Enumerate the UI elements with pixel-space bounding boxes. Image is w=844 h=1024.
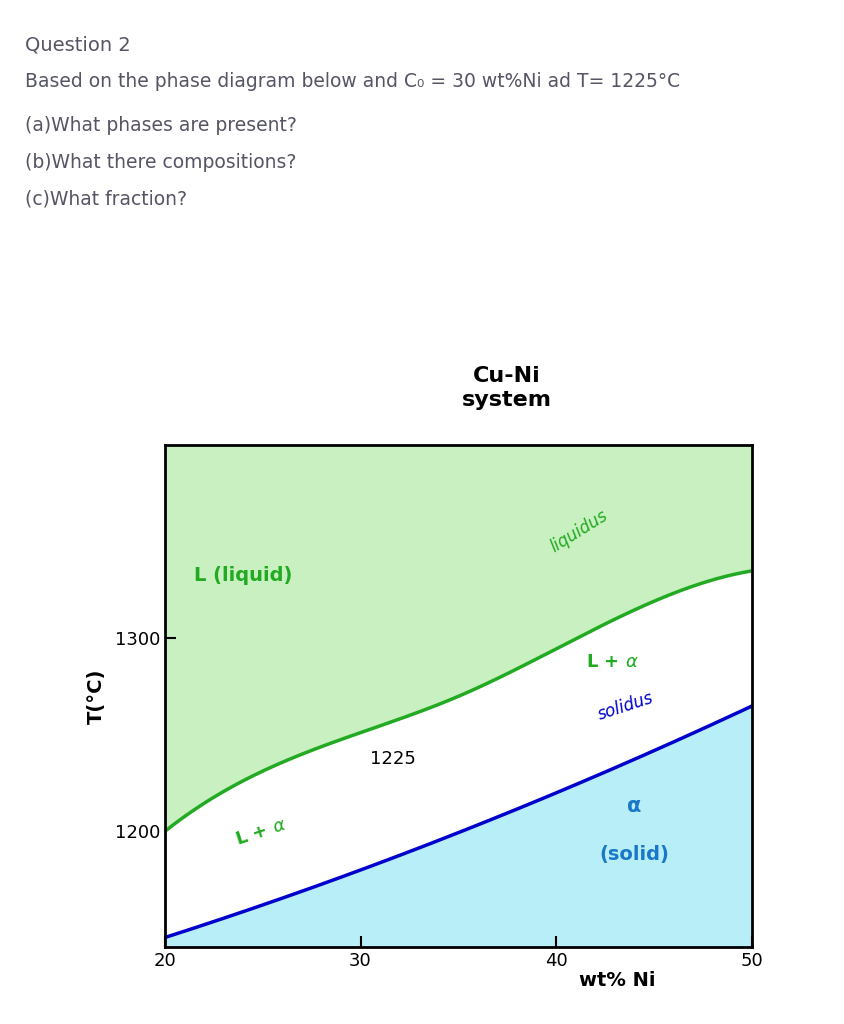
Text: (b)What there compositions?: (b)What there compositions? [25,153,296,172]
Text: Question 2: Question 2 [25,36,131,55]
Text: Cu-Ni
system: Cu-Ni system [462,367,551,410]
Polygon shape [165,706,751,947]
Text: L (liquid): L (liquid) [194,565,292,585]
Text: 1225: 1225 [370,750,416,768]
Text: liquidus: liquidus [546,506,610,556]
Polygon shape [165,445,751,831]
Text: (a)What phases are present?: (a)What phases are present? [25,116,297,135]
Text: wt% Ni: wt% Ni [578,971,654,990]
Text: L + $\alpha$: L + $\alpha$ [585,653,637,672]
Text: Based on the phase diagram below and C₀ = 30 wt%Ni ad T= 1225°C: Based on the phase diagram below and C₀ … [25,72,679,91]
Text: (solid): (solid) [599,846,668,864]
Polygon shape [165,570,751,938]
Y-axis label: T(°C): T(°C) [87,669,106,724]
Text: L + $\alpha$: L + $\alpha$ [233,815,289,849]
Text: (c)What fraction?: (c)What fraction? [25,189,187,209]
Text: α: α [626,796,641,816]
Text: solidus: solidus [595,688,655,724]
